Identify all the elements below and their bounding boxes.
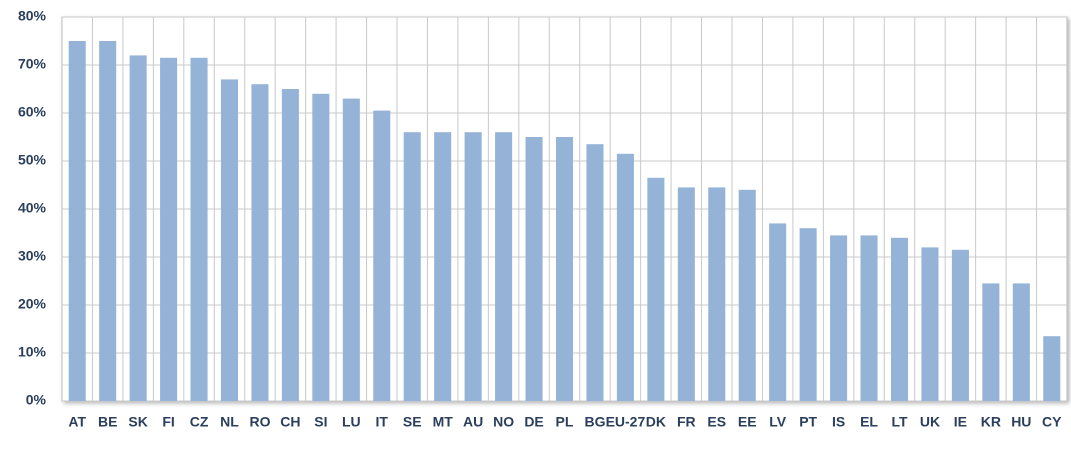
- bar: [281, 89, 299, 401]
- bar: [434, 132, 452, 401]
- x-tick-label: IE: [954, 414, 967, 430]
- bar: [342, 98, 360, 401]
- x-tick-label: AU: [463, 414, 483, 430]
- bar: [677, 187, 695, 401]
- x-tick-label: FI: [162, 414, 174, 430]
- bar: [586, 144, 604, 401]
- bar: [495, 132, 513, 401]
- bar: [190, 57, 208, 402]
- x-tick-label: EE: [738, 414, 757, 430]
- x-tick-label: KR: [981, 414, 1001, 430]
- x-tick-label: CY: [1042, 414, 1062, 430]
- x-tick-label: LV: [769, 414, 787, 430]
- bar: [99, 41, 117, 401]
- bar: [251, 84, 269, 401]
- bar: [555, 137, 574, 401]
- bar: [860, 235, 878, 401]
- x-tick-label: RO: [249, 414, 270, 430]
- bar: [738, 189, 756, 401]
- x-tick-label: PL: [556, 414, 574, 430]
- x-tick-label: NL: [220, 414, 239, 430]
- y-tick-label: 60%: [18, 104, 47, 120]
- bar: [129, 55, 147, 402]
- y-tick-label: 80%: [18, 8, 47, 24]
- y-tick-label: 0%: [26, 392, 47, 408]
- y-tick-label: 10%: [18, 344, 47, 360]
- x-tick-label: IT: [376, 414, 389, 430]
- y-tick-label: 50%: [18, 152, 47, 168]
- y-tick-label: 20%: [18, 296, 47, 312]
- x-tick-label: BG: [584, 414, 605, 430]
- y-tick-label: 40%: [18, 200, 47, 216]
- x-tick-label: IS: [832, 414, 845, 430]
- bar: [68, 41, 86, 401]
- x-tick-label: EL: [860, 414, 878, 430]
- x-tick-label: DE: [524, 414, 543, 430]
- x-tick-label: BE: [98, 414, 117, 430]
- x-tick-label: CZ: [190, 414, 209, 430]
- bar: [890, 237, 909, 401]
- x-tick-label: NO: [493, 414, 514, 430]
- bar: [647, 177, 665, 401]
- bar: [616, 153, 634, 401]
- bar: [403, 132, 421, 401]
- x-tick-label: HU: [1011, 414, 1031, 430]
- bar: [312, 93, 330, 402]
- bar: [1043, 336, 1061, 401]
- bar: [799, 228, 817, 401]
- x-tick-label: LT: [891, 414, 908, 430]
- bar: [708, 187, 726, 401]
- x-tick-label: UK: [920, 414, 940, 430]
- y-tick-label: 30%: [18, 248, 47, 264]
- x-tick-label: CH: [280, 414, 300, 430]
- bar: [464, 132, 482, 401]
- bar: [160, 57, 178, 402]
- bar: [525, 137, 543, 401]
- x-tick-label: SI: [314, 414, 327, 430]
- x-tick-label: SK: [128, 414, 147, 430]
- x-tick-label: MT: [433, 414, 454, 430]
- y-tick-label: 70%: [18, 56, 47, 72]
- x-tick-label: DK: [646, 414, 666, 430]
- x-tick-label: AT: [68, 414, 86, 430]
- bar: [830, 235, 848, 401]
- bar: [921, 247, 939, 401]
- bar: [1012, 283, 1030, 401]
- x-tick-label: PT: [799, 414, 817, 430]
- bar: [951, 249, 969, 401]
- x-tick-label: LU: [342, 414, 361, 430]
- bar: [220, 79, 239, 402]
- bar: [769, 223, 787, 401]
- x-tick-label: SE: [403, 414, 422, 430]
- bar: [982, 283, 1000, 401]
- x-tick-label: EU-27: [606, 414, 646, 430]
- x-tick-label: ES: [707, 414, 726, 430]
- x-tick-label: FR: [677, 414, 696, 430]
- bar: [373, 110, 391, 401]
